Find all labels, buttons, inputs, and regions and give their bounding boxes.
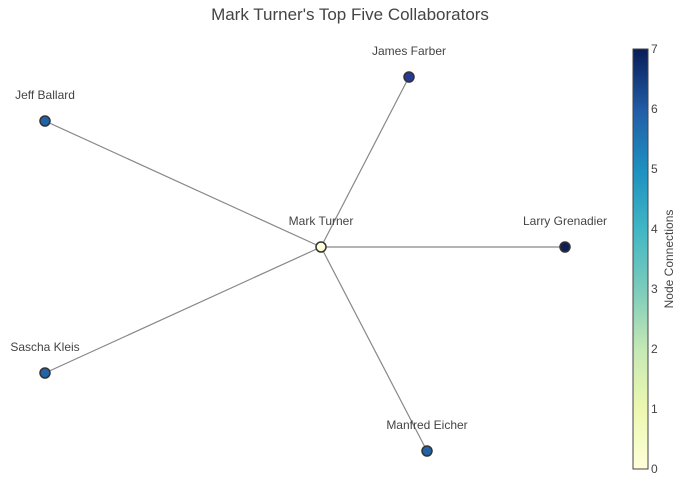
node-manfred[interactable]: [421, 445, 433, 457]
colorbar-tick-1: 1: [651, 402, 658, 416]
node-james[interactable]: [403, 71, 415, 83]
node-label-jeff: Jeff Ballard: [15, 88, 75, 102]
edge-center-jeff: [44, 120, 322, 248]
colorbar-title: Node Connections: [662, 210, 676, 309]
node-center[interactable]: [315, 241, 327, 253]
node-label-larry: Larry Grenadier: [523, 214, 607, 228]
node-label-sascha: Sascha Kleis: [10, 340, 79, 354]
colorbar-tick-3: 3: [651, 282, 658, 296]
colorbar-tick-2: 2: [651, 342, 658, 356]
edge-center-sascha: [44, 246, 322, 374]
colorbar-tick-7: 7: [651, 42, 658, 56]
colorbar-tick-0: 0: [651, 462, 658, 476]
node-label-center: Mark Turner: [289, 214, 354, 228]
edges: [44, 76, 565, 452]
node-larry[interactable]: [559, 241, 571, 253]
nodes: Mark Turner James Farber Jeff Ballard Larry…: [10, 44, 607, 457]
node-label-manfred: Manfred Eicher: [386, 418, 467, 432]
node-sascha[interactable]: [39, 367, 51, 379]
node-label-james: James Farber: [372, 44, 446, 58]
colorbar-tick-4: 4: [651, 222, 658, 236]
colorbar-scale: [632, 48, 649, 470]
colorbar-tick-5: 5: [651, 162, 658, 176]
colorbar: 0 1 2 3 4 5 6 7 Node Connections: [632, 42, 676, 476]
node-jeff[interactable]: [39, 115, 51, 127]
chart-title: Mark Turner's Top Five Collaborators: [211, 5, 489, 24]
colorbar-ticks: 0 1 2 3 4 5 6 7: [651, 42, 658, 476]
edge-center-manfred: [320, 246, 428, 452]
colorbar-tick-6: 6: [651, 102, 658, 116]
edge-center-james: [320, 76, 410, 248]
